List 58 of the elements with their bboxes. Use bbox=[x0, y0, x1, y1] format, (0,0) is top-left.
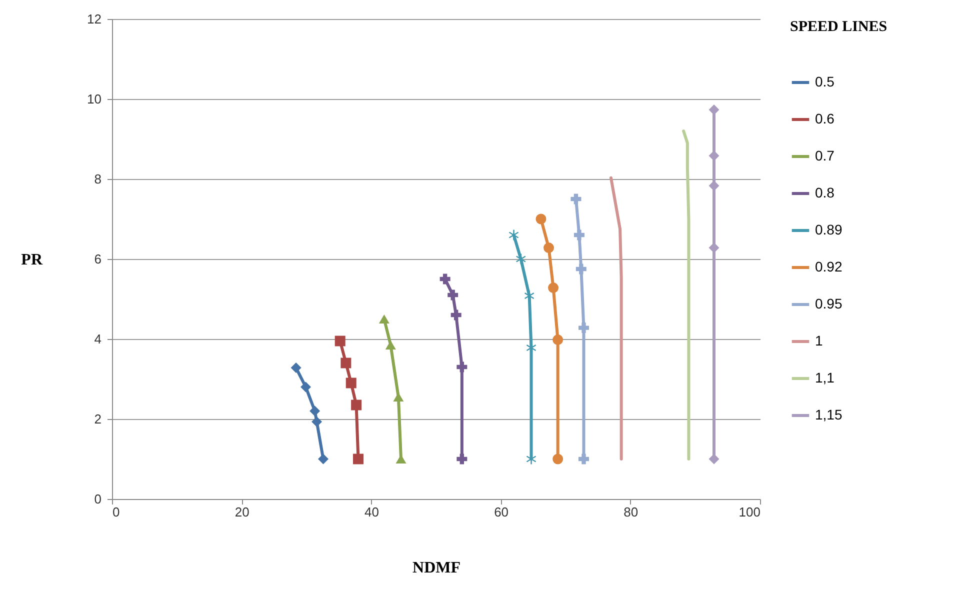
point bbox=[456, 362, 468, 372]
point bbox=[300, 382, 311, 392]
point bbox=[346, 378, 356, 388]
legend-label: 0.95 bbox=[815, 296, 842, 312]
point bbox=[351, 400, 362, 410]
point bbox=[574, 230, 584, 240]
point bbox=[576, 264, 586, 274]
point bbox=[508, 230, 519, 240]
point bbox=[448, 290, 458, 300]
point bbox=[378, 314, 390, 324]
x-tick-label: 20 bbox=[234, 504, 250, 520]
x-axis-title: NDMF bbox=[412, 560, 461, 576]
point bbox=[536, 214, 546, 224]
y-axis-title: PR bbox=[21, 252, 43, 268]
x-tick-label: 60 bbox=[494, 504, 509, 520]
y-tick-label: 4 bbox=[94, 332, 102, 346]
y-tick-label: 0 bbox=[94, 492, 102, 506]
point bbox=[340, 358, 352, 368]
point bbox=[450, 310, 462, 320]
legend-label: 1 bbox=[815, 332, 823, 348]
point bbox=[310, 406, 320, 416]
y-tick-label: 8 bbox=[94, 172, 102, 186]
point bbox=[708, 454, 720, 464]
point bbox=[548, 282, 559, 294]
x-tick-label: 80 bbox=[624, 504, 638, 520]
point bbox=[516, 254, 526, 264]
point bbox=[440, 274, 450, 284]
point bbox=[352, 454, 364, 464]
legend-label: 0.7 bbox=[815, 148, 835, 164]
point bbox=[552, 454, 564, 464]
x-tick-label: 40 bbox=[364, 504, 379, 520]
point bbox=[552, 334, 564, 346]
legend-label: 0.8 bbox=[815, 184, 835, 200]
y-tick-label: 6 bbox=[94, 252, 102, 266]
point bbox=[544, 242, 554, 254]
legend-title: SPEED LINES bbox=[790, 19, 888, 35]
x-tick-label: 100 bbox=[738, 504, 760, 520]
legend-label: 0.5 bbox=[815, 74, 835, 90]
line-series bbox=[609, 176, 623, 460]
legend-label: 0.6 bbox=[815, 110, 835, 126]
y-tick-label: 2 bbox=[94, 412, 102, 426]
point bbox=[318, 454, 328, 464]
legend-label: 1,15 bbox=[815, 406, 842, 422]
y-tick-label: 12 bbox=[87, 12, 102, 26]
y-tick-label: 10 bbox=[87, 92, 102, 106]
point bbox=[456, 454, 468, 464]
point bbox=[312, 416, 322, 428]
point bbox=[578, 454, 589, 464]
line-series bbox=[682, 130, 690, 460]
x-tick-label: 0 bbox=[112, 504, 120, 520]
legend-label: 0.92 bbox=[815, 258, 842, 274]
point bbox=[334, 336, 346, 346]
legend-label: 0.89 bbox=[815, 222, 842, 238]
point bbox=[290, 362, 302, 374]
point bbox=[570, 194, 582, 204]
point bbox=[578, 322, 589, 334]
legend-label: 1,1 bbox=[815, 370, 835, 386]
point bbox=[385, 340, 396, 350]
